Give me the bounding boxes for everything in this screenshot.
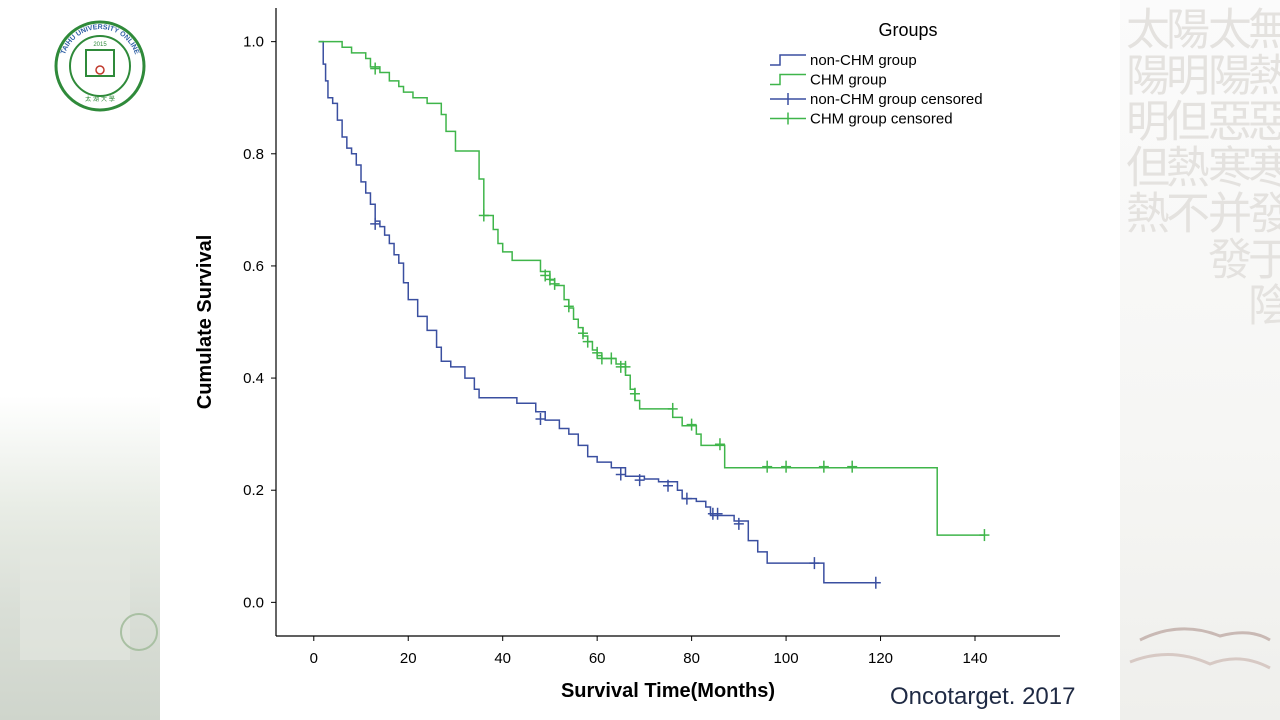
x-tick-label: 140 bbox=[962, 650, 987, 667]
x-axis-title: Survival Time(Months) bbox=[561, 680, 775, 702]
non-chm-censor-mark bbox=[615, 468, 626, 481]
calligraphy-column-2: 陽明但熱不 bbox=[1158, 6, 1209, 236]
legend-item: non-CHM group censored bbox=[770, 91, 983, 108]
non-chm-censor-mark bbox=[663, 479, 673, 492]
non-chm-censor-mark bbox=[870, 576, 881, 589]
legend-title: Groups bbox=[878, 20, 937, 40]
chart-axes: 0 20 40 60 80 100 120 140 0.0 0.2 0.4 0.6 0.8 1.0 bbox=[243, 8, 1060, 667]
chm-censor-mark bbox=[667, 402, 678, 415]
plot-background bbox=[160, 0, 1120, 720]
y-tick-label: 1.0 bbox=[243, 34, 264, 51]
citation-text: Oncotarget. 2017 bbox=[890, 683, 1076, 710]
right-decoration-panel: 太陽明但熱 陽明但熱不 太陽惡寒并發 無熱惡寒發于陰 bbox=[1120, 0, 1280, 720]
x-tick-label: 40 bbox=[494, 650, 511, 667]
university-logo: TAIHU UNIVERSITY ONLINE 2015 太 湖 大 學 bbox=[20, 20, 158, 660]
y-tick-label: 0.2 bbox=[243, 482, 264, 499]
logo-year: 2015 bbox=[93, 42, 107, 48]
non-chm-censor-mark bbox=[370, 217, 381, 230]
y-tick-label: 0.6 bbox=[243, 258, 264, 275]
x-tick-label: 100 bbox=[774, 650, 799, 667]
non-chm-censor-mark bbox=[712, 507, 723, 520]
y-tick-label: 0.8 bbox=[243, 146, 264, 163]
chm-censor-mark bbox=[979, 529, 990, 542]
chm-censor-mark bbox=[620, 360, 631, 373]
chm-censor-mark bbox=[549, 277, 560, 290]
chm-censor-mark bbox=[847, 460, 858, 473]
non-chm-censor-mark bbox=[535, 413, 546, 426]
chm-censor-mark bbox=[577, 327, 588, 340]
non-chm-censor-mark bbox=[681, 492, 692, 505]
cloud-ornament bbox=[1129, 627, 1271, 670]
chart-legend: Groups non-CHM group CHM group non-CHM gro… bbox=[770, 20, 983, 128]
legend-item: non-CHM group bbox=[770, 52, 917, 69]
logo-emblem-mark bbox=[95, 65, 105, 75]
chm-censor-mark bbox=[582, 335, 593, 348]
chm-censor-mark bbox=[762, 460, 773, 473]
legend-label: non-CHM group censored bbox=[810, 91, 983, 108]
legend-step-symbol bbox=[770, 54, 806, 66]
x-tick-label: 0 bbox=[310, 650, 318, 667]
non-chm-censor-mark bbox=[733, 517, 744, 530]
chm-censor-mark bbox=[781, 460, 792, 473]
legend-item: CHM group bbox=[770, 72, 887, 89]
chm-censor-mark bbox=[606, 352, 617, 365]
faded-logo-mark bbox=[120, 613, 158, 651]
y-tick-label: 0.0 bbox=[243, 594, 264, 611]
calligraphy-column-4: 無熱惡寒發于陰 bbox=[1240, 6, 1280, 328]
non-chm-censor-mark bbox=[634, 474, 645, 487]
faded-building-image bbox=[20, 550, 130, 660]
chm-censor-mark bbox=[714, 438, 725, 451]
chm-censor-mark bbox=[563, 300, 574, 313]
chm-censor-mark bbox=[596, 352, 607, 365]
y-axis-title: Cumulate Survival bbox=[194, 235, 216, 410]
x-tick-label: 20 bbox=[400, 650, 417, 667]
survival-chart: 0 20 40 60 80 100 120 140 0.0 0.2 0.4 0.6 0.8 1.0 Cum… bbox=[194, 8, 1060, 702]
chart-series bbox=[318, 40, 990, 589]
legend-label: CHM group censored bbox=[810, 111, 953, 128]
chm-censor-mark bbox=[370, 62, 381, 75]
chm-censor-mark bbox=[818, 460, 829, 473]
logo-emblem bbox=[85, 49, 115, 77]
x-tick-label: 60 bbox=[589, 650, 606, 667]
chm-censor-mark bbox=[478, 209, 489, 222]
logo-bottom-text: 太 湖 大 學 bbox=[85, 95, 115, 103]
y-tick-label: 0.4 bbox=[243, 370, 264, 387]
chm-censor-mark bbox=[686, 418, 697, 431]
calligraphy-column-1: 太陽明但熱 bbox=[1120, 6, 1169, 236]
legend-item: CHM group censored bbox=[770, 111, 953, 128]
legend-label: CHM group bbox=[810, 72, 887, 89]
non-chm-survival-curve bbox=[318, 40, 876, 584]
calligraphy-column-3: 太陽惡寒并發 bbox=[1200, 6, 1251, 282]
legend-step-symbol bbox=[770, 73, 806, 86]
non-chm-censor-mark bbox=[809, 557, 820, 570]
chm-censor-mark bbox=[629, 387, 640, 400]
x-tick-label: 120 bbox=[868, 650, 893, 667]
legend-label: non-CHM group bbox=[810, 52, 917, 69]
left-decoration-panel: TAIHU UNIVERSITY ONLINE 2015 太 湖 大 學 bbox=[0, 0, 160, 720]
x-tick-label: 80 bbox=[683, 650, 700, 667]
chm-censor-mark bbox=[592, 346, 603, 359]
